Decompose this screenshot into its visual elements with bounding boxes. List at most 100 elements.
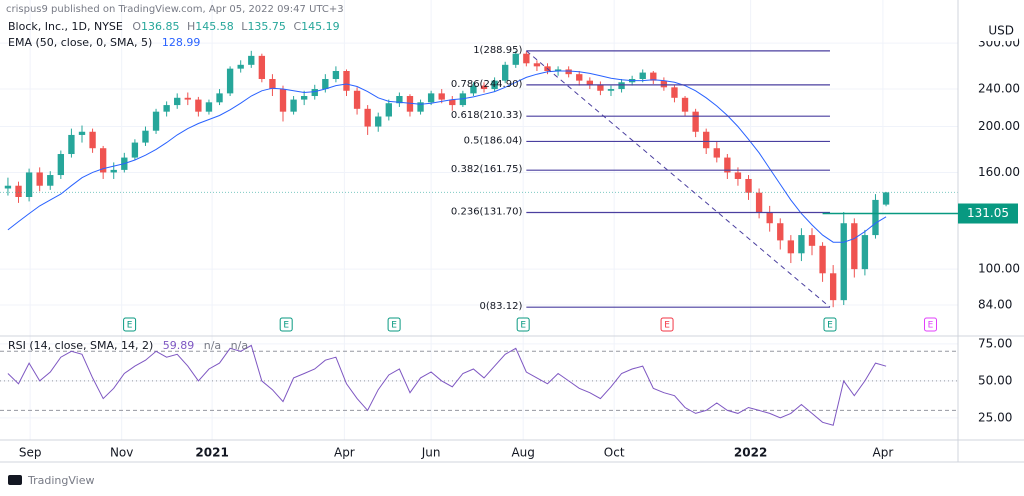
candle-body bbox=[142, 130, 149, 143]
candle-body bbox=[110, 169, 117, 173]
x-tick-label: Jun bbox=[421, 446, 441, 460]
earnings-marker bbox=[516, 317, 530, 332]
ohlc-label: C bbox=[293, 20, 301, 33]
rsi-extra: n/a bbox=[204, 339, 221, 352]
y-tick-label: 50.00 bbox=[978, 373, 1012, 387]
ohlc-label: H bbox=[187, 20, 195, 33]
candle-body bbox=[449, 99, 456, 106]
candle-body bbox=[68, 134, 75, 155]
candle-body bbox=[607, 89, 615, 91]
candle-body bbox=[618, 82, 625, 90]
earnings-marker bbox=[923, 317, 937, 332]
candle-body bbox=[639, 72, 646, 80]
publisher: crispus9 published on TradingView.com, A… bbox=[6, 4, 344, 15]
candle-body bbox=[4, 185, 12, 189]
x-tick-label: Oct bbox=[604, 446, 625, 460]
candle-body bbox=[174, 97, 181, 106]
candle-body bbox=[755, 192, 763, 213]
candle-body bbox=[195, 99, 202, 112]
earnings-label: E bbox=[928, 321, 934, 331]
earnings-label: E bbox=[827, 321, 833, 331]
y-tick-label: 25.00 bbox=[978, 410, 1012, 424]
earnings-label: E bbox=[127, 321, 133, 331]
brand-logo bbox=[8, 475, 22, 485]
grid bbox=[0, 0, 958, 440]
candle-body bbox=[385, 103, 392, 117]
y-tick-label: 160.00 bbox=[978, 165, 1020, 179]
y-tick-label: 84.00 bbox=[978, 297, 1012, 311]
candle-body bbox=[311, 89, 318, 97]
ohlc-value: 135.75 bbox=[247, 20, 286, 33]
candle-body bbox=[459, 93, 467, 106]
candle-body bbox=[332, 71, 340, 80]
candle-body bbox=[703, 131, 710, 149]
candle-body bbox=[184, 97, 191, 100]
x-tick-label: Sep bbox=[19, 446, 42, 460]
fib-label: 0.382(161.75) bbox=[451, 164, 523, 175]
candle-body bbox=[554, 69, 562, 72]
earnings-marker bbox=[660, 317, 674, 332]
rsi-value: 59.89 bbox=[163, 339, 195, 352]
y-tick-label: 240.00 bbox=[978, 82, 1020, 96]
candle-body bbox=[25, 172, 33, 197]
legend-ema: EMA (50, close, 0, SMA, 5) 128.99 bbox=[8, 36, 200, 49]
candle-body bbox=[650, 72, 657, 81]
rsi-line bbox=[7, 344, 887, 426]
y-tick-label: 75.00 bbox=[978, 336, 1012, 350]
candle-body bbox=[89, 131, 96, 149]
candle-body bbox=[322, 79, 329, 90]
candle-body bbox=[586, 80, 593, 85]
earnings-marker bbox=[387, 317, 401, 332]
earnings-marker bbox=[823, 317, 837, 332]
candle-body bbox=[512, 53, 519, 65]
symbol-title: Block, Inc., 1D, NYSE bbox=[8, 20, 123, 33]
candle-body bbox=[713, 148, 720, 158]
candle-body bbox=[248, 55, 255, 65]
candle-body bbox=[226, 68, 234, 94]
footer-brand: TradingView bbox=[27, 474, 94, 487]
candle-body bbox=[734, 172, 742, 179]
candle-body bbox=[470, 85, 477, 94]
currency: USD bbox=[988, 24, 1014, 38]
fib-label: 0.236(131.70) bbox=[451, 206, 523, 217]
candle-body bbox=[258, 55, 266, 80]
last-price-label: 131.05 bbox=[967, 206, 1009, 220]
candle-body bbox=[798, 235, 805, 254]
last-price-box bbox=[958, 203, 1018, 224]
candle-body bbox=[851, 223, 858, 270]
candle-body bbox=[36, 172, 43, 186]
y-tick-label: 200.00 bbox=[978, 119, 1020, 133]
candle-body bbox=[364, 108, 371, 127]
candle-body bbox=[502, 64, 509, 81]
candle-body bbox=[237, 64, 244, 69]
candle-body bbox=[882, 192, 890, 205]
candle-body bbox=[480, 85, 488, 90]
earnings-marker bbox=[279, 317, 293, 332]
candle-body bbox=[427, 93, 435, 103]
candle-body bbox=[660, 80, 668, 88]
earnings-marker bbox=[123, 317, 137, 332]
candle-body bbox=[565, 69, 572, 75]
candle-body bbox=[840, 223, 847, 301]
x-tick-label: 2022 bbox=[734, 446, 767, 460]
candle-body bbox=[745, 178, 752, 193]
candle-body bbox=[279, 89, 287, 112]
candle-body bbox=[692, 111, 699, 132]
candle-body bbox=[724, 157, 731, 173]
fib-label: 0.5(186.04) bbox=[464, 135, 523, 146]
candle-body bbox=[152, 111, 160, 131]
ohlc-value: 145.58 bbox=[195, 20, 234, 33]
candle-body bbox=[671, 87, 678, 98]
candle-body bbox=[131, 142, 139, 158]
candle-body bbox=[523, 53, 530, 64]
legend-rsi: RSI (14, close, SMA, 14, 2) 59.89 n/a n/… bbox=[8, 339, 248, 352]
candle-body bbox=[766, 212, 773, 224]
candle-body bbox=[861, 235, 869, 270]
ema-title: EMA (50, close, 0, SMA, 5) bbox=[8, 36, 152, 49]
candle-body bbox=[205, 102, 213, 112]
candle-body bbox=[576, 74, 583, 81]
candle-body bbox=[343, 71, 350, 91]
ohlc-value: 136.85 bbox=[141, 20, 180, 33]
candle-body bbox=[533, 63, 541, 67]
